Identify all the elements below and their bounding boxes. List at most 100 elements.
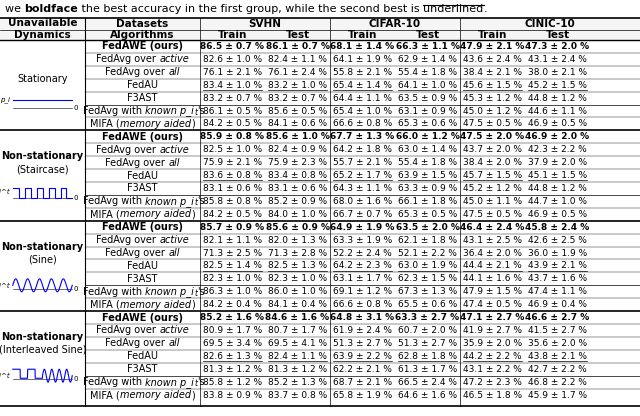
Text: FedAWE (ours): FedAWE (ours) bbox=[102, 132, 183, 142]
Text: ): ) bbox=[191, 209, 195, 219]
Text: 67.3 ± 1.3 %: 67.3 ± 1.3 % bbox=[398, 287, 457, 296]
Text: 46.9 ± 0.5 %: 46.9 ± 0.5 % bbox=[528, 119, 587, 129]
Text: Non-stationary: Non-stationary bbox=[1, 151, 84, 161]
Text: 63.1 ± 1.7 %: 63.1 ± 1.7 % bbox=[333, 274, 392, 283]
Text: 82.6 ± 1.0 %: 82.6 ± 1.0 % bbox=[203, 55, 262, 64]
Text: 38.4 ± 2.1 %: 38.4 ± 2.1 % bbox=[463, 68, 522, 77]
Text: 41.9 ± 2.7 %: 41.9 ± 2.7 % bbox=[463, 326, 522, 335]
Text: 62.9 ± 1.4 %: 62.9 ± 1.4 % bbox=[398, 55, 457, 64]
Text: 45.8 ± 2.4 %: 45.8 ± 2.4 % bbox=[525, 223, 589, 232]
Text: 75.9 ± 2.1 %: 75.9 ± 2.1 % bbox=[203, 158, 262, 167]
Text: 84.6 ± 1.6 %: 84.6 ± 1.6 % bbox=[266, 313, 330, 322]
Text: 51.3 ± 2.7 %: 51.3 ± 2.7 % bbox=[398, 339, 457, 348]
Text: F3AST: F3AST bbox=[127, 183, 157, 193]
Text: Test: Test bbox=[545, 30, 570, 40]
Text: 47.9 ± 1.5 %: 47.9 ± 1.5 % bbox=[463, 287, 522, 296]
Text: 64.4 ± 1.1 %: 64.4 ± 1.1 % bbox=[333, 94, 392, 103]
Text: 0: 0 bbox=[73, 105, 77, 111]
Text: 63.1 ± 0.9 %: 63.1 ± 0.9 % bbox=[398, 106, 457, 116]
Text: 84.2 ± 0.4 %: 84.2 ± 0.4 % bbox=[203, 300, 262, 309]
Text: t: t bbox=[194, 198, 197, 207]
Text: 65.3 ± 0.5 %: 65.3 ± 0.5 % bbox=[398, 210, 457, 219]
Text: ): ) bbox=[191, 390, 195, 400]
Text: 65.5 ± 0.6 %: 65.5 ± 0.6 % bbox=[398, 300, 457, 309]
Text: 47.3 ± 2.0 %: 47.3 ± 2.0 % bbox=[525, 42, 589, 51]
Text: 64.1 ± 1.9 %: 64.1 ± 1.9 % bbox=[333, 55, 392, 64]
Text: 83.6 ± 0.8 %: 83.6 ± 0.8 % bbox=[203, 171, 262, 180]
Text: 47.1 ± 2.7 %: 47.1 ± 2.7 % bbox=[460, 313, 525, 322]
Text: 62.8 ± 1.8 %: 62.8 ± 1.8 % bbox=[398, 352, 457, 361]
Text: FedAvg over: FedAvg over bbox=[105, 67, 168, 77]
Text: 44.6 ± 1.1 %: 44.6 ± 1.1 % bbox=[528, 106, 587, 116]
Text: known p_i: known p_i bbox=[145, 106, 194, 116]
Text: 43.1 ± 2.5 %: 43.1 ± 2.5 % bbox=[463, 235, 522, 245]
Text: 82.4 ± 0.9 %: 82.4 ± 0.9 % bbox=[268, 145, 327, 154]
Text: 63.0 ± 1.4 %: 63.0 ± 1.4 % bbox=[398, 145, 457, 154]
Text: 84.2 ± 0.5 %: 84.2 ± 0.5 % bbox=[203, 119, 262, 129]
Text: ): ) bbox=[191, 300, 195, 310]
Text: 82.1 ± 1.1 %: 82.1 ± 1.1 % bbox=[203, 235, 262, 245]
Text: Train: Train bbox=[218, 30, 247, 40]
Text: 66.0 ± 1.2 %: 66.0 ± 1.2 % bbox=[396, 132, 460, 141]
Text: 66.6 ± 0.8 %: 66.6 ± 0.8 % bbox=[333, 300, 392, 309]
Text: 64.2 ± 1.8 %: 64.2 ± 1.8 % bbox=[333, 145, 392, 154]
Text: 86.1 ± 0.5 %: 86.1 ± 0.5 % bbox=[203, 106, 262, 116]
Text: we: we bbox=[5, 4, 24, 14]
Text: 's: 's bbox=[197, 377, 205, 387]
Text: FedAvg with: FedAvg with bbox=[83, 377, 145, 387]
Text: FedAWE (ours): FedAWE (ours) bbox=[102, 222, 183, 232]
Text: 82.4 ± 1.1 %: 82.4 ± 1.1 % bbox=[268, 55, 327, 64]
Text: 44.4 ± 2.1 %: 44.4 ± 2.1 % bbox=[463, 261, 522, 270]
Text: 64.2 ± 2.3 %: 64.2 ± 2.3 % bbox=[333, 261, 392, 270]
Text: 0: 0 bbox=[73, 376, 77, 382]
Text: 66.6 ± 0.8 %: 66.6 ± 0.8 % bbox=[333, 119, 392, 129]
Text: 55.7 ± 2.1 %: 55.7 ± 2.1 % bbox=[333, 158, 392, 167]
Text: ): ) bbox=[191, 119, 195, 129]
Text: 85.8 ± 0.8 %: 85.8 ± 0.8 % bbox=[203, 197, 262, 206]
Text: all: all bbox=[168, 67, 180, 77]
Text: 45.6 ± 1.5 %: 45.6 ± 1.5 % bbox=[463, 81, 522, 90]
Text: 66.5 ± 2.4 %: 66.5 ± 2.4 % bbox=[398, 378, 457, 386]
Text: 0: 0 bbox=[73, 285, 77, 292]
Text: 44.2 ± 2.2 %: 44.2 ± 2.2 % bbox=[463, 352, 522, 361]
Text: 64.9 ± 1.9 %: 64.9 ± 1.9 % bbox=[330, 223, 395, 232]
Text: 83.1 ± 0.6 %: 83.1 ± 0.6 % bbox=[268, 184, 327, 193]
Text: 76.1 ± 2.4 %: 76.1 ± 2.4 % bbox=[268, 68, 327, 77]
Text: 47.4 ± 1.1 %: 47.4 ± 1.1 % bbox=[528, 287, 587, 296]
Text: 82.4 ± 1.1 %: 82.4 ± 1.1 % bbox=[268, 352, 327, 361]
Text: 65.4 ± 1.0 %: 65.4 ± 1.0 % bbox=[333, 106, 392, 116]
Text: 86.3 ± 1.0 %: 86.3 ± 1.0 % bbox=[203, 287, 262, 296]
Text: 44.1 ± 1.6 %: 44.1 ± 1.6 % bbox=[463, 274, 522, 283]
Text: 42.7 ± 2.2 %: 42.7 ± 2.2 % bbox=[528, 365, 587, 374]
Text: FedAU: FedAU bbox=[127, 261, 158, 271]
Text: all: all bbox=[168, 158, 180, 168]
Text: 86.0 ± 1.0 %: 86.0 ± 1.0 % bbox=[268, 287, 327, 296]
Text: 37.9 ± 2.0 %: 37.9 ± 2.0 % bbox=[528, 158, 587, 167]
Text: 51.3 ± 2.7 %: 51.3 ± 2.7 % bbox=[333, 339, 392, 348]
Text: 80.9 ± 1.7 %: 80.9 ± 1.7 % bbox=[203, 326, 262, 335]
Text: FedAU: FedAU bbox=[127, 171, 158, 181]
Text: 62.1 ± 1.8 %: 62.1 ± 1.8 % bbox=[398, 235, 457, 245]
Text: memory aided: memory aided bbox=[120, 119, 191, 129]
Text: 84.2 ± 0.5 %: 84.2 ± 0.5 % bbox=[203, 210, 262, 219]
Text: 47.9 ± 2.1 %: 47.9 ± 2.1 % bbox=[460, 42, 525, 51]
Text: 66.1 ± 1.8 %: 66.1 ± 1.8 % bbox=[398, 197, 457, 206]
Text: 82.6 ± 1.3 %: 82.6 ± 1.3 % bbox=[203, 352, 262, 361]
Text: 44.7 ± 1.0 %: 44.7 ± 1.0 % bbox=[528, 197, 587, 206]
Text: 35.9 ± 2.0 %: 35.9 ± 2.0 % bbox=[463, 339, 522, 348]
Text: 82.0 ± 1.3 %: 82.0 ± 1.3 % bbox=[268, 235, 327, 245]
Text: Algorithms: Algorithms bbox=[110, 30, 175, 40]
Text: 82.5 ± 1.3 %: 82.5 ± 1.3 % bbox=[268, 261, 327, 270]
Text: 84.0 ± 1.0 %: 84.0 ± 1.0 % bbox=[268, 210, 327, 219]
Text: 71.3 ± 2.5 %: 71.3 ± 2.5 % bbox=[203, 248, 262, 258]
Text: 66.7 ± 0.7 %: 66.7 ± 0.7 % bbox=[333, 210, 392, 219]
Text: F3AST: F3AST bbox=[127, 274, 157, 284]
Text: all: all bbox=[168, 338, 180, 349]
Text: 0: 0 bbox=[73, 195, 77, 201]
Text: 81.3 ± 1.2 %: 81.3 ± 1.2 % bbox=[203, 365, 262, 374]
Text: 83.4 ± 0.8 %: 83.4 ± 0.8 % bbox=[268, 171, 327, 180]
Text: 65.2 ± 1.7 %: 65.2 ± 1.7 % bbox=[333, 171, 392, 180]
Text: 71.3 ± 2.8 %: 71.3 ± 2.8 % bbox=[268, 248, 327, 258]
Text: p_i^t: p_i^t bbox=[0, 282, 10, 289]
Text: 61.9 ± 2.4 %: 61.9 ± 2.4 % bbox=[333, 326, 392, 335]
